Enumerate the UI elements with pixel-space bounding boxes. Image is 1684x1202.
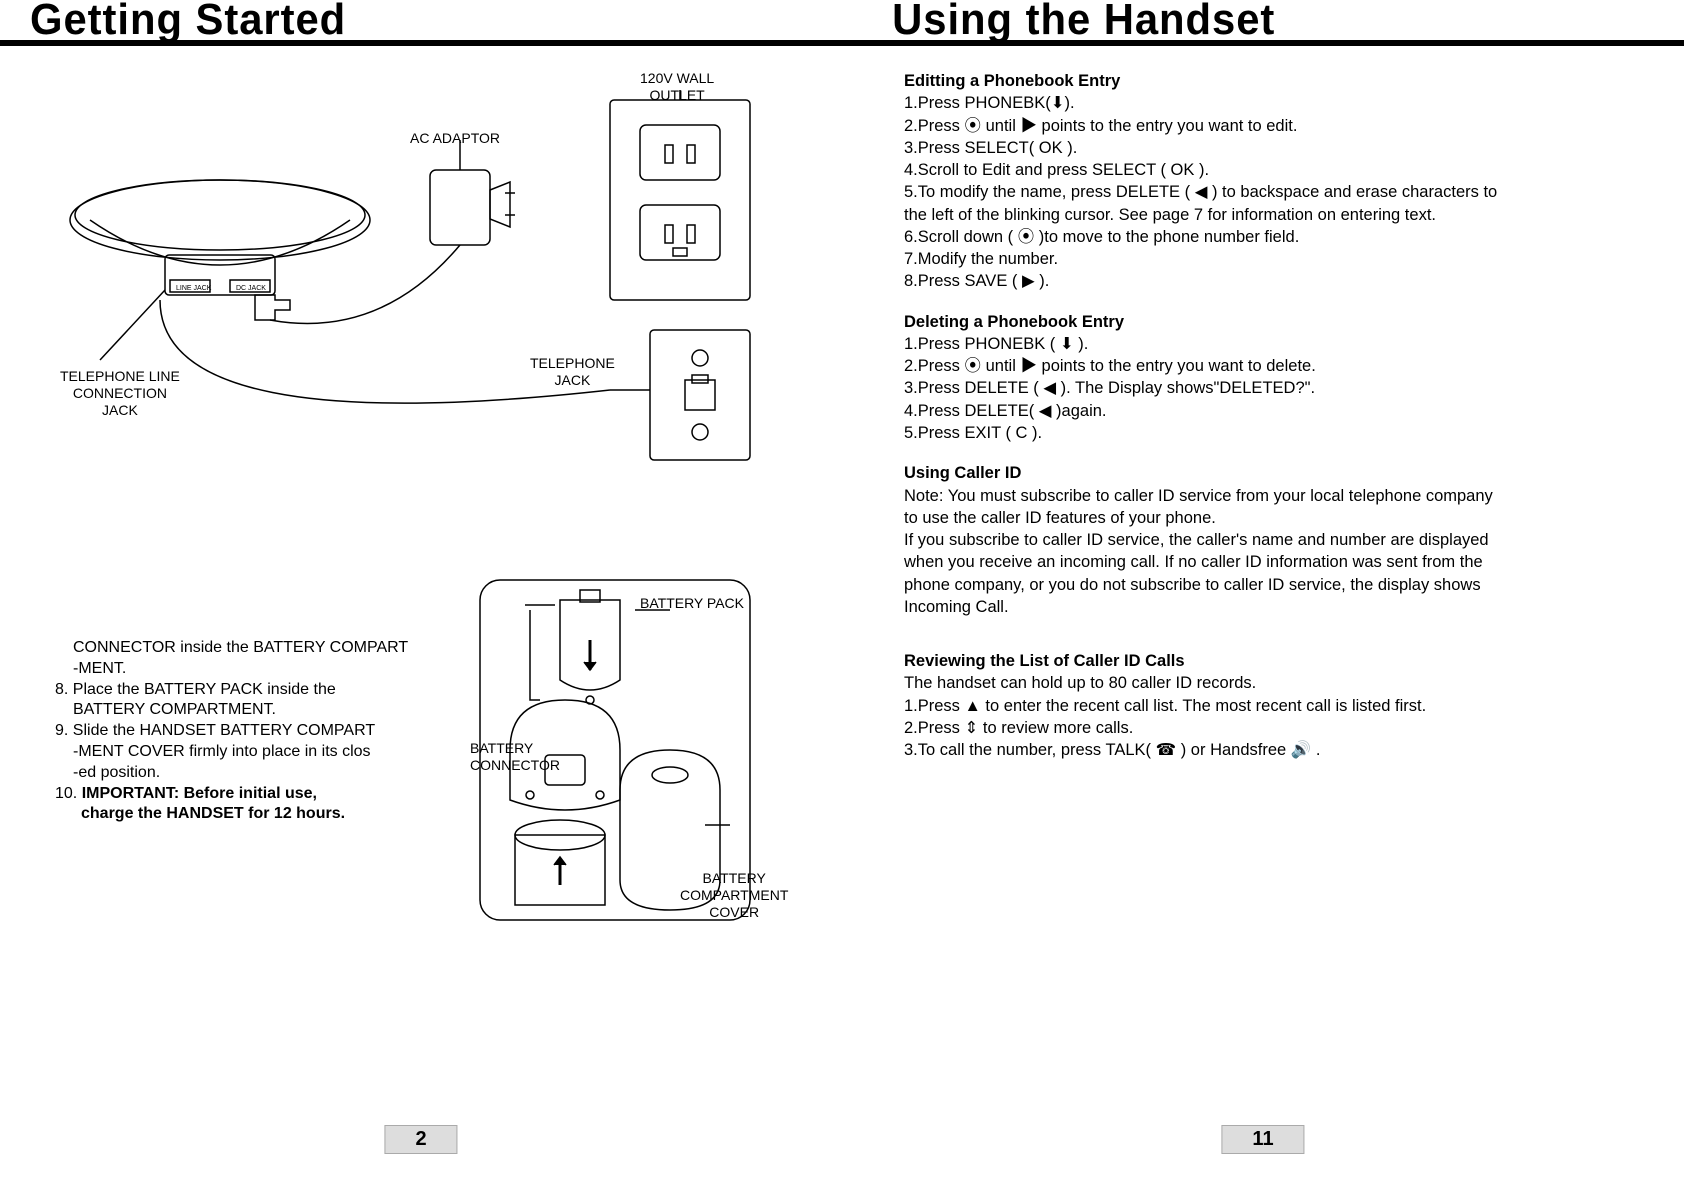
section-review-title: Reviewing the List of Caller ID Calls (904, 650, 1624, 672)
review-line-1: The handset can hold up to 80 caller ID … (904, 672, 1624, 694)
delete-line-3: 3.Press DELETE ( ◀ ). The Display shows"… (904, 377, 1624, 399)
right-content: Editting a Phonebook Entry 1.Press PHONE… (904, 70, 1624, 761)
left-page: Getting Started LINE JACK DC JACK (0, 0, 842, 1202)
step-7-line1: CONNECTOR inside the BATTERY COMPART (55, 638, 475, 659)
cid-line-6: Incoming Call. (904, 596, 1624, 618)
step-8-line1: 8. Place the BATTERY PACK inside the (55, 680, 475, 701)
delete-line-1: 1.Press PHONEBK ( ⬇ ). (904, 333, 1624, 355)
review-line-3: 2.Press ⇕ to review more calls. (904, 717, 1624, 739)
left-page-number: 2 (384, 1125, 457, 1154)
cid-line-2: to use the caller ID features of your ph… (904, 507, 1624, 529)
section-cid-title: Using Caller ID (904, 462, 1624, 484)
delete-line-5: 5.Press EXIT ( C ). (904, 422, 1624, 444)
step-9-line3: -ed position. (55, 763, 475, 784)
step-10-line1: 10. IMPORTANT: Before initial use, (55, 784, 475, 805)
step-10-important: IMPORTANT: Before initial use, (82, 785, 317, 802)
label-battery-connector: BATTERY CONNECTOR (470, 740, 560, 774)
label-phone-line-jack: TELEPHONE LINE CONNECTION JACK (60, 368, 180, 418)
cid-line-4: when you receive an incoming call. If no… (904, 551, 1624, 573)
edit-line-5: 5.To modify the name, press DELETE ( ◀ )… (904, 181, 1624, 203)
edit-line-4: 4.Scroll to Edit and press SELECT ( OK )… (904, 159, 1624, 181)
step-9-line2: -MENT COVER firmly into place in its clo… (55, 742, 475, 763)
right-page: Using the Handset Editting a Phonebook E… (842, 0, 1684, 1202)
right-page-number: 11 (1221, 1125, 1304, 1154)
svg-text:LINE JACK: LINE JACK (176, 285, 212, 292)
label-wall-outlet: 120V WALL OUTLET (640, 70, 714, 104)
left-instructions: CONNECTOR inside the BATTERY COMPART -ME… (55, 638, 475, 825)
left-page-title: Getting Started (30, 0, 346, 45)
header-rule-left (0, 40, 842, 46)
header-rule-right (842, 40, 1684, 46)
step-7-line2: -MENT. (55, 659, 475, 680)
cid-line-3: If you subscribe to caller ID service, t… (904, 529, 1624, 551)
label-ac-adaptor: AC ADAPTOR (410, 130, 500, 147)
edit-line-3: 3.Press SELECT( OK ). (904, 137, 1624, 159)
edit-line-7: 6.Scroll down ( ⦿ )to move to the phone … (904, 226, 1624, 248)
edit-line-2: 2.Press ⦿ until ▶ points to the entry yo… (904, 115, 1624, 137)
edit-line-9: 8.Press SAVE ( ▶ ). (904, 270, 1624, 292)
delete-line-4: 4.Press DELETE( ◀ )again. (904, 400, 1624, 422)
label-battery-cover: BATTERY COMPARTMENT COVER (680, 870, 788, 920)
step-9-line1: 9. Slide the HANDSET BATTERY COMPART (55, 721, 475, 742)
svg-text:DC JACK: DC JACK (236, 285, 266, 292)
edit-line-1: 1.Press PHONEBK(⬇). (904, 92, 1624, 114)
section-edit-title: Editting a Phonebook Entry (904, 70, 1624, 92)
right-page-title: Using the Handset (892, 0, 1275, 45)
section-delete-title: Deleting a Phonebook Entry (904, 311, 1624, 333)
label-telephone-jack: TELEPHONE JACK (530, 355, 615, 389)
label-battery-pack: BATTERY PACK (640, 595, 744, 612)
delete-line-2: 2.Press ⦿ until ▶ points to the entry yo… (904, 355, 1624, 377)
step-8-line2: BATTERY COMPARTMENT. (55, 700, 475, 721)
cid-line-5: phone company, or you do not subscribe t… (904, 574, 1624, 596)
cid-line-1: Note: You must subscribe to caller ID se… (904, 485, 1624, 507)
step-10-line2: charge the HANDSET for 12 hours. (55, 804, 475, 825)
edit-line-8: 7.Modify the number. (904, 248, 1624, 270)
edit-line-6: the left of the blinking cursor. See pag… (904, 204, 1624, 226)
review-line-4: 3.To call the number, press TALK( ☎ ) or… (904, 739, 1624, 761)
review-line-2: 1.Press ▲ to enter the recent call list.… (904, 695, 1624, 717)
